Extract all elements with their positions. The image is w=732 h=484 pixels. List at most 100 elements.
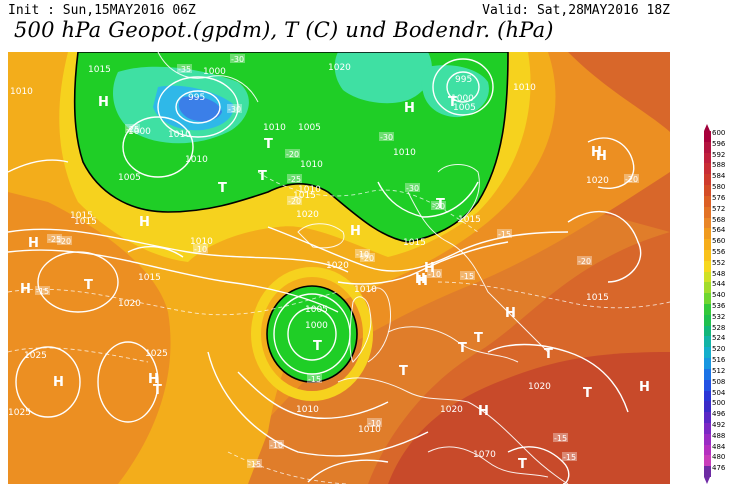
legend-swatch [704, 336, 711, 348]
legend-label: 548 [712, 269, 726, 278]
map-labels: 1015 1000 10201010995100010051010995101010… [8, 54, 650, 472]
legend-swatch [704, 195, 711, 207]
temp-label-bg [47, 234, 62, 243]
high-pressure-marker: H [139, 215, 150, 230]
low-pressure-marker: T [218, 181, 227, 196]
temp-label-bg [460, 271, 475, 280]
high-pressure-marker: H [415, 272, 426, 287]
legend-swatch [704, 412, 711, 423]
temperature-label: -20 [286, 150, 299, 159]
legend-label: 516 [712, 356, 726, 365]
pressure-label: 1020 [296, 210, 319, 220]
temperature-label: -15 [461, 272, 474, 281]
high-pressure-marker: H [98, 95, 109, 110]
legend-label: 560 [712, 237, 726, 246]
zone-yellow-ring [251, 267, 373, 401]
temp-label-bg [624, 174, 639, 183]
temp-label-bg [177, 64, 192, 73]
legend-swatch [704, 131, 711, 142]
high-pressure-marker: H [404, 101, 415, 116]
temp-label-bg [431, 201, 446, 210]
pressure-label: 1070 [473, 450, 496, 460]
legend-level: 528 [704, 324, 732, 337]
legend-label: 520 [712, 345, 726, 354]
temp-label-bg [307, 374, 322, 383]
legend-label: 600 [712, 129, 726, 137]
legend-label: 588 [712, 161, 726, 170]
legend-swatch [704, 271, 711, 283]
legend-swatch [704, 455, 711, 467]
low-pressure-marker: T [544, 347, 553, 362]
pressure-label: 1010 [393, 148, 416, 158]
legend-level: 560 [704, 237, 732, 250]
temp-label-bg [227, 104, 242, 113]
low-pressure-marker: T [448, 95, 457, 110]
legend-label: 492 [712, 420, 726, 429]
pressure-label: 1015 [458, 215, 481, 225]
temp-label-bg [497, 229, 512, 238]
legend-swatch [704, 163, 711, 175]
pressure-label: 1020 [328, 63, 351, 73]
legend-label: 552 [712, 258, 726, 267]
low-pressure-marker: T [264, 137, 273, 152]
temperature-label: -20 [432, 202, 445, 211]
legend-swatch [704, 293, 711, 304]
isobars [8, 58, 642, 484]
legend-label: 512 [712, 366, 726, 375]
zone-deepblue-core [178, 96, 222, 122]
high-pressure-marker: H [591, 145, 602, 160]
legend-swatch [704, 185, 711, 196]
legend-arrow-down [704, 477, 710, 484]
pressure-label: 1010 [263, 123, 286, 133]
legend-swatch [704, 466, 711, 477]
high-pressure-marker: H [639, 380, 650, 395]
temp-label-bg [553, 433, 568, 442]
pressure-label: 1020 [440, 405, 463, 415]
pressure-label: 1010 [300, 160, 323, 170]
low-pressure-marker: T [258, 169, 267, 184]
contour-552-cutoff [266, 285, 358, 383]
legend-level: 516 [704, 356, 732, 369]
temp-label-bg [57, 236, 72, 245]
legend-swatch [704, 314, 711, 326]
zone-cyan-north [334, 52, 432, 104]
legend-label: 488 [712, 431, 726, 440]
temperature-lines [8, 171, 670, 484]
legend-level: 572 [704, 205, 732, 218]
low-pressure-marker: T [458, 341, 467, 356]
legend-level: 504 [704, 389, 732, 402]
legend-label: 476 [712, 464, 726, 473]
high-pressure-marker: H [20, 282, 31, 297]
legend-label: 524 [712, 334, 726, 343]
pressure-label: 1005 [453, 103, 476, 113]
map-canvas: 1015 1000 10201010995100010051010995101010… [8, 52, 670, 484]
temp-label-bg [360, 253, 375, 262]
temperature-label: -20 [625, 175, 638, 184]
legend-level: 480 [704, 453, 732, 467]
legend-level: 580 [704, 183, 732, 196]
legend-label: 556 [712, 247, 726, 256]
legend-label: 544 [712, 280, 726, 289]
temperature-label: -25 [126, 125, 139, 134]
legend-swatch [704, 282, 711, 294]
high-pressure-marker: H [596, 149, 607, 164]
high-pressure-marker: H [505, 306, 516, 321]
pressure-label: 1000 [305, 321, 328, 331]
legend-swatch [704, 444, 711, 456]
legend-swatch [704, 401, 711, 413]
temperature-label: -35 [178, 65, 191, 74]
legend-level: 552 [704, 258, 732, 272]
temperature-label: -30 [228, 105, 241, 114]
temperature-label: -20 [578, 257, 591, 266]
legend-swatch [704, 228, 711, 240]
temperature-label: -30 [380, 133, 393, 142]
legend-swatch [704, 260, 711, 272]
temperature-label: -20 [288, 197, 301, 206]
temperature-label: -10 [368, 419, 381, 428]
legend-level: 484 [704, 443, 732, 456]
high-pressure-marker: H [417, 274, 428, 289]
pressure-label: 1015 [88, 65, 111, 75]
legend-level: 600 [704, 129, 732, 142]
legend-level: 540 [704, 291, 732, 304]
pressure-label: 1010 [354, 285, 377, 295]
